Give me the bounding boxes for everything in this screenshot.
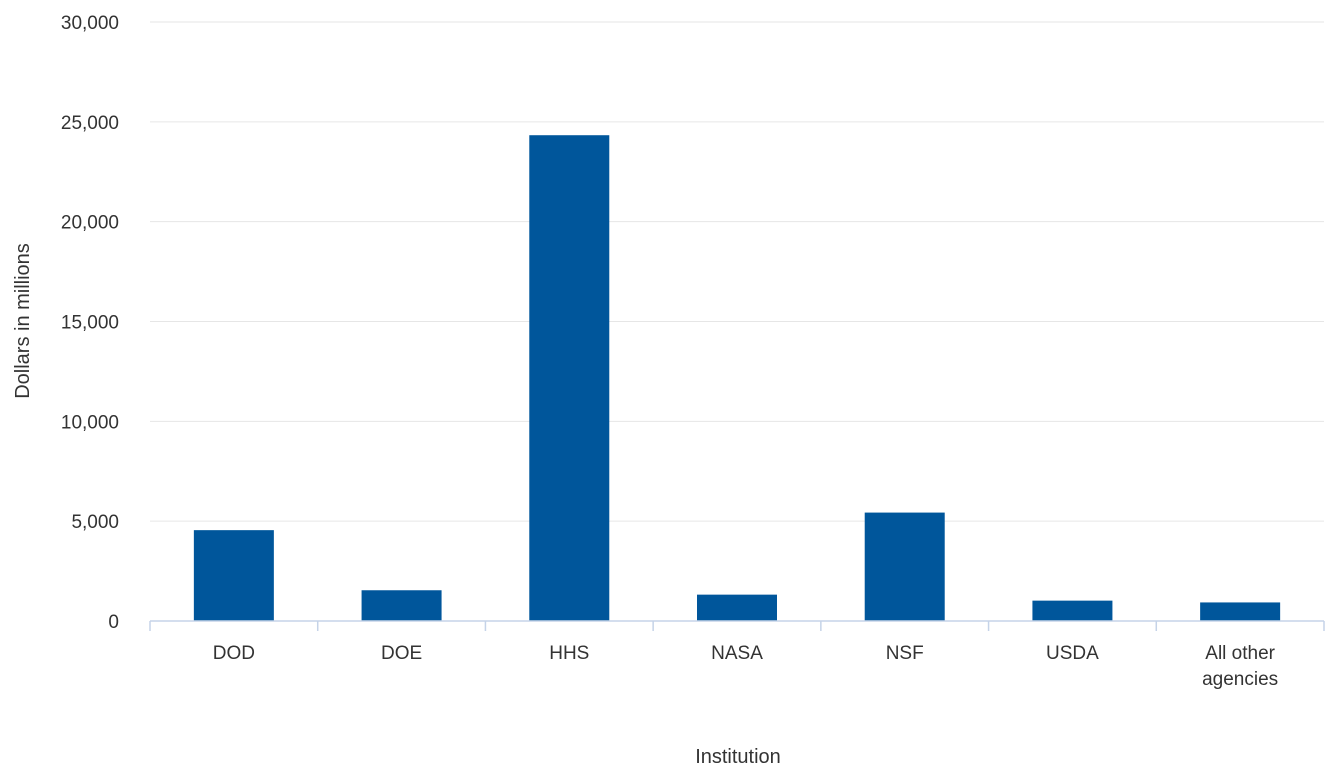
x-tick-label: HHS <box>549 643 589 664</box>
y-tick-label: 10,000 <box>61 412 119 433</box>
x-tick-label-line: HHS <box>549 643 589 664</box>
bar <box>1032 600 1113 621</box>
bar <box>864 512 945 621</box>
y-tick-label: 30,000 <box>61 13 119 34</box>
x-tick-label-line: All other <box>1205 643 1275 664</box>
bar <box>361 590 442 621</box>
x-tick-label-line: agencies <box>1202 669 1278 690</box>
x-tick-label: DOE <box>381 643 422 664</box>
bar <box>697 594 777 621</box>
x-tick-label-line: NASA <box>711 643 763 664</box>
y-tick-label: 25,000 <box>61 113 119 134</box>
bar <box>193 530 274 621</box>
x-tick-label: DOD <box>213 643 255 664</box>
y-tick-label: 0 <box>108 612 119 633</box>
x-tick-label: NSF <box>886 643 924 664</box>
x-tick-label-line: DOE <box>381 643 422 664</box>
y-tick-label: 15,000 <box>61 313 119 334</box>
x-tick-label: All other agencies <box>1202 643 1278 690</box>
x-tick-label: USDA <box>1046 643 1099 664</box>
x-tick-labels: DOD DOE HHS NASA NSF USDA All other agencies <box>213 643 1278 690</box>
x-tick-label-line: NSF <box>886 643 924 664</box>
x-tick-label-line: USDA <box>1046 643 1099 664</box>
y-tick-label: 20,000 <box>61 213 119 234</box>
gridlines <box>150 21 1324 522</box>
y-tick-labels: 0 5,000 10,000 15,000 20,000 25,000 30,000 <box>61 13 119 633</box>
x-axis-title: Institution <box>695 746 781 765</box>
bars <box>193 135 1281 621</box>
axes <box>149 620 1325 631</box>
bar <box>1200 602 1281 621</box>
x-tick-label: NASA <box>711 643 763 664</box>
y-axis-title: Dollars in millions <box>12 243 34 399</box>
x-tick-label-line: DOD <box>213 643 255 664</box>
bar <box>529 135 610 621</box>
y-tick-label: 5,000 <box>71 512 119 533</box>
